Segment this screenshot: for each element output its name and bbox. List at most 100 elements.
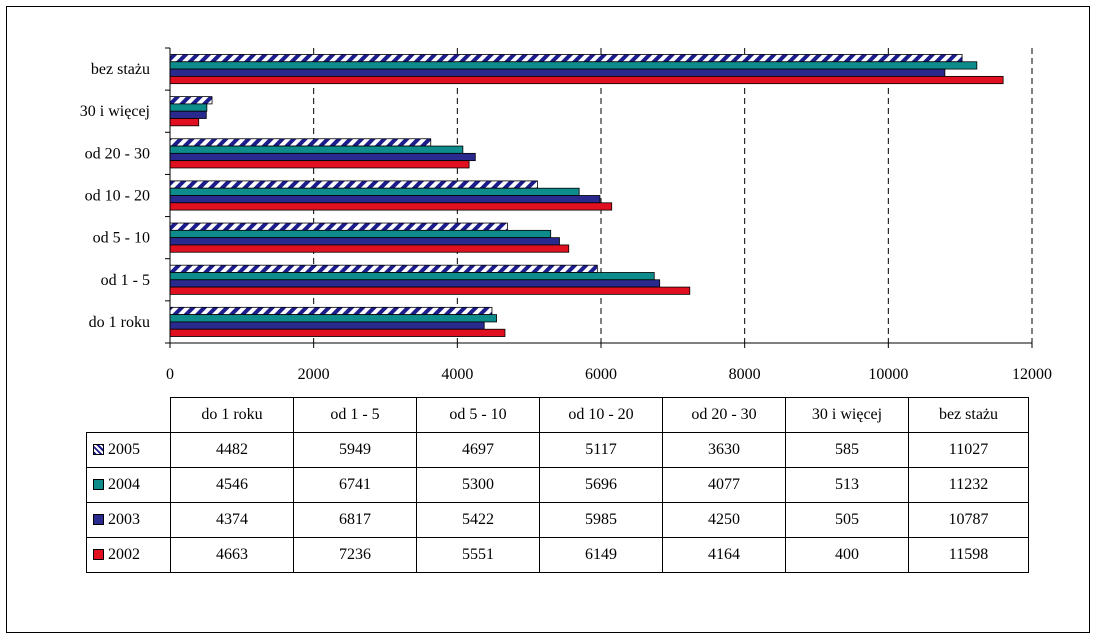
table-row: 2005 4482 5949 4697 5117 3630 585 11027	[86, 432, 1029, 468]
chart-frame	[6, 6, 1090, 633]
table-cell: 7236	[293, 537, 417, 573]
bar-2003	[169, 279, 661, 288]
table-row: 2004 4546 6741 5300 5696 4077 513 11232	[86, 467, 1029, 503]
legend-entry: 2005	[86, 432, 171, 468]
bar-2002	[169, 118, 200, 127]
table-cell: 11598	[908, 537, 1029, 573]
bars	[169, 54, 1004, 337]
bar-2005	[169, 264, 598, 273]
bar-2004	[169, 272, 655, 281]
table-cell: 4482	[170, 432, 294, 468]
bar-2004	[169, 187, 580, 196]
y-category-label: od 1 - 5	[101, 272, 150, 289]
legend-entry: 2003	[86, 502, 171, 538]
bar-2002	[169, 286, 691, 295]
bar-2003	[169, 110, 207, 119]
bar-2002	[169, 160, 470, 169]
bar-2003	[169, 68, 946, 77]
table-cell: 513	[785, 467, 909, 503]
bar-2003	[169, 321, 485, 330]
table-cell: 5300	[416, 467, 540, 503]
axes	[165, 47, 1033, 348]
bar-2004	[169, 61, 978, 70]
legend-label: 2004	[108, 476, 140, 493]
y-category-label: od 5 - 10	[93, 230, 150, 247]
table-cell: 505	[785, 502, 909, 538]
table-column-header: bez stażu	[908, 397, 1029, 433]
bar-2004	[169, 229, 552, 239]
x-tick-label: 8000	[729, 366, 761, 383]
legend-entry: 2002	[86, 537, 171, 573]
bar-2005	[169, 54, 963, 63]
table-body: 2005 4482 5949 4697 5117 3630 585 11027 2004 4546…	[86, 432, 1029, 573]
bar-2003	[169, 237, 560, 246]
bar-2004	[169, 145, 464, 154]
table-cell: 585	[785, 432, 909, 468]
x-tick-label: 0	[166, 366, 174, 383]
table-cell: 400	[785, 537, 909, 573]
table-header-row: do 1 roku od 1 - 5 od 5 - 10 od 10 - 20 od 2…	[86, 397, 1029, 433]
table-column-header: od 1 - 5	[293, 397, 417, 433]
table-column-header: od 5 - 10	[416, 397, 540, 433]
data-table: do 1 roku od 1 - 5 od 5 - 10 od 10 - 20 od 2…	[86, 397, 1029, 573]
y-category-label: bez stażu	[91, 61, 150, 78]
legend-label: 2005	[108, 441, 140, 458]
bar-chart: 0 2000 4000 6000 8000 10000 12000 do 1 roku od …	[80, 47, 1052, 383]
table-cell: 5117	[539, 432, 663, 468]
table-cell: 5422	[416, 502, 540, 538]
bar-2005	[169, 138, 432, 147]
table-row: 2002 4663 7236 5551 6149 4164 400 11598	[86, 537, 1029, 573]
y-category-label: 30 i więcej	[80, 103, 150, 120]
y-category-label: od 10 - 20	[85, 188, 150, 205]
legend-swatch	[93, 479, 104, 490]
x-tick-label: 2000	[298, 366, 330, 383]
legend-swatch	[93, 514, 104, 525]
x-tick-label: 12000	[1012, 366, 1052, 383]
table-column-header: od 20 - 30	[662, 397, 786, 433]
x-tick-label: 6000	[585, 366, 617, 383]
table-column-header: do 1 roku	[170, 397, 294, 433]
table-cell: 4546	[170, 467, 294, 503]
table-cell: 4250	[662, 502, 786, 538]
table-cell: 3630	[662, 432, 786, 468]
table-cell: 6149	[539, 537, 663, 573]
table-cell: 10787	[908, 502, 1029, 538]
bar-2002	[169, 244, 570, 253]
table-cell: 6741	[293, 467, 417, 503]
tick-labels: 0 2000 4000 6000 8000 10000 12000	[166, 366, 1052, 383]
x-tick-label: 4000	[441, 366, 473, 383]
table-corner	[86, 397, 171, 433]
y-category-label: od 20 - 30	[85, 145, 150, 162]
table-column-header: 30 i więcej	[785, 397, 909, 433]
table-cell: 11027	[908, 432, 1029, 468]
bar-2005	[169, 96, 213, 105]
table-column-header: od 10 - 20	[539, 397, 663, 433]
legend-label: 2003	[108, 511, 140, 528]
bar-2002	[169, 328, 506, 337]
legend-swatch	[93, 444, 104, 455]
table-cell: 4663	[170, 537, 294, 573]
x-tick-label: 10000	[868, 366, 908, 383]
y-category-label: do 1 roku	[89, 314, 150, 331]
bar-2005	[169, 180, 538, 189]
category-labels: do 1 roku od 1 - 5 od 5 - 10 od 10 - 20 od 2…	[80, 61, 150, 331]
bar-2002	[169, 75, 1004, 85]
table-cell: 4164	[662, 537, 786, 573]
bar-2004	[169, 314, 497, 323]
table-cell: 4374	[170, 502, 294, 538]
bar-2005	[169, 306, 493, 316]
table-cell: 5551	[416, 537, 540, 573]
table-cell: 4077	[662, 467, 786, 503]
table-cell: 6817	[293, 502, 417, 538]
bar-2002	[169, 202, 613, 211]
legend-label: 2002	[108, 546, 140, 563]
table-cell: 5985	[539, 502, 663, 538]
bar-2005	[169, 222, 508, 231]
legend-swatch	[93, 549, 104, 560]
legend-entry: 2004	[86, 467, 171, 503]
bar-2004	[169, 103, 208, 112]
bar-2003	[169, 195, 601, 204]
table-cell: 4697	[416, 432, 540, 468]
table-cell: 5696	[539, 467, 663, 503]
table-cell: 11232	[908, 467, 1029, 503]
